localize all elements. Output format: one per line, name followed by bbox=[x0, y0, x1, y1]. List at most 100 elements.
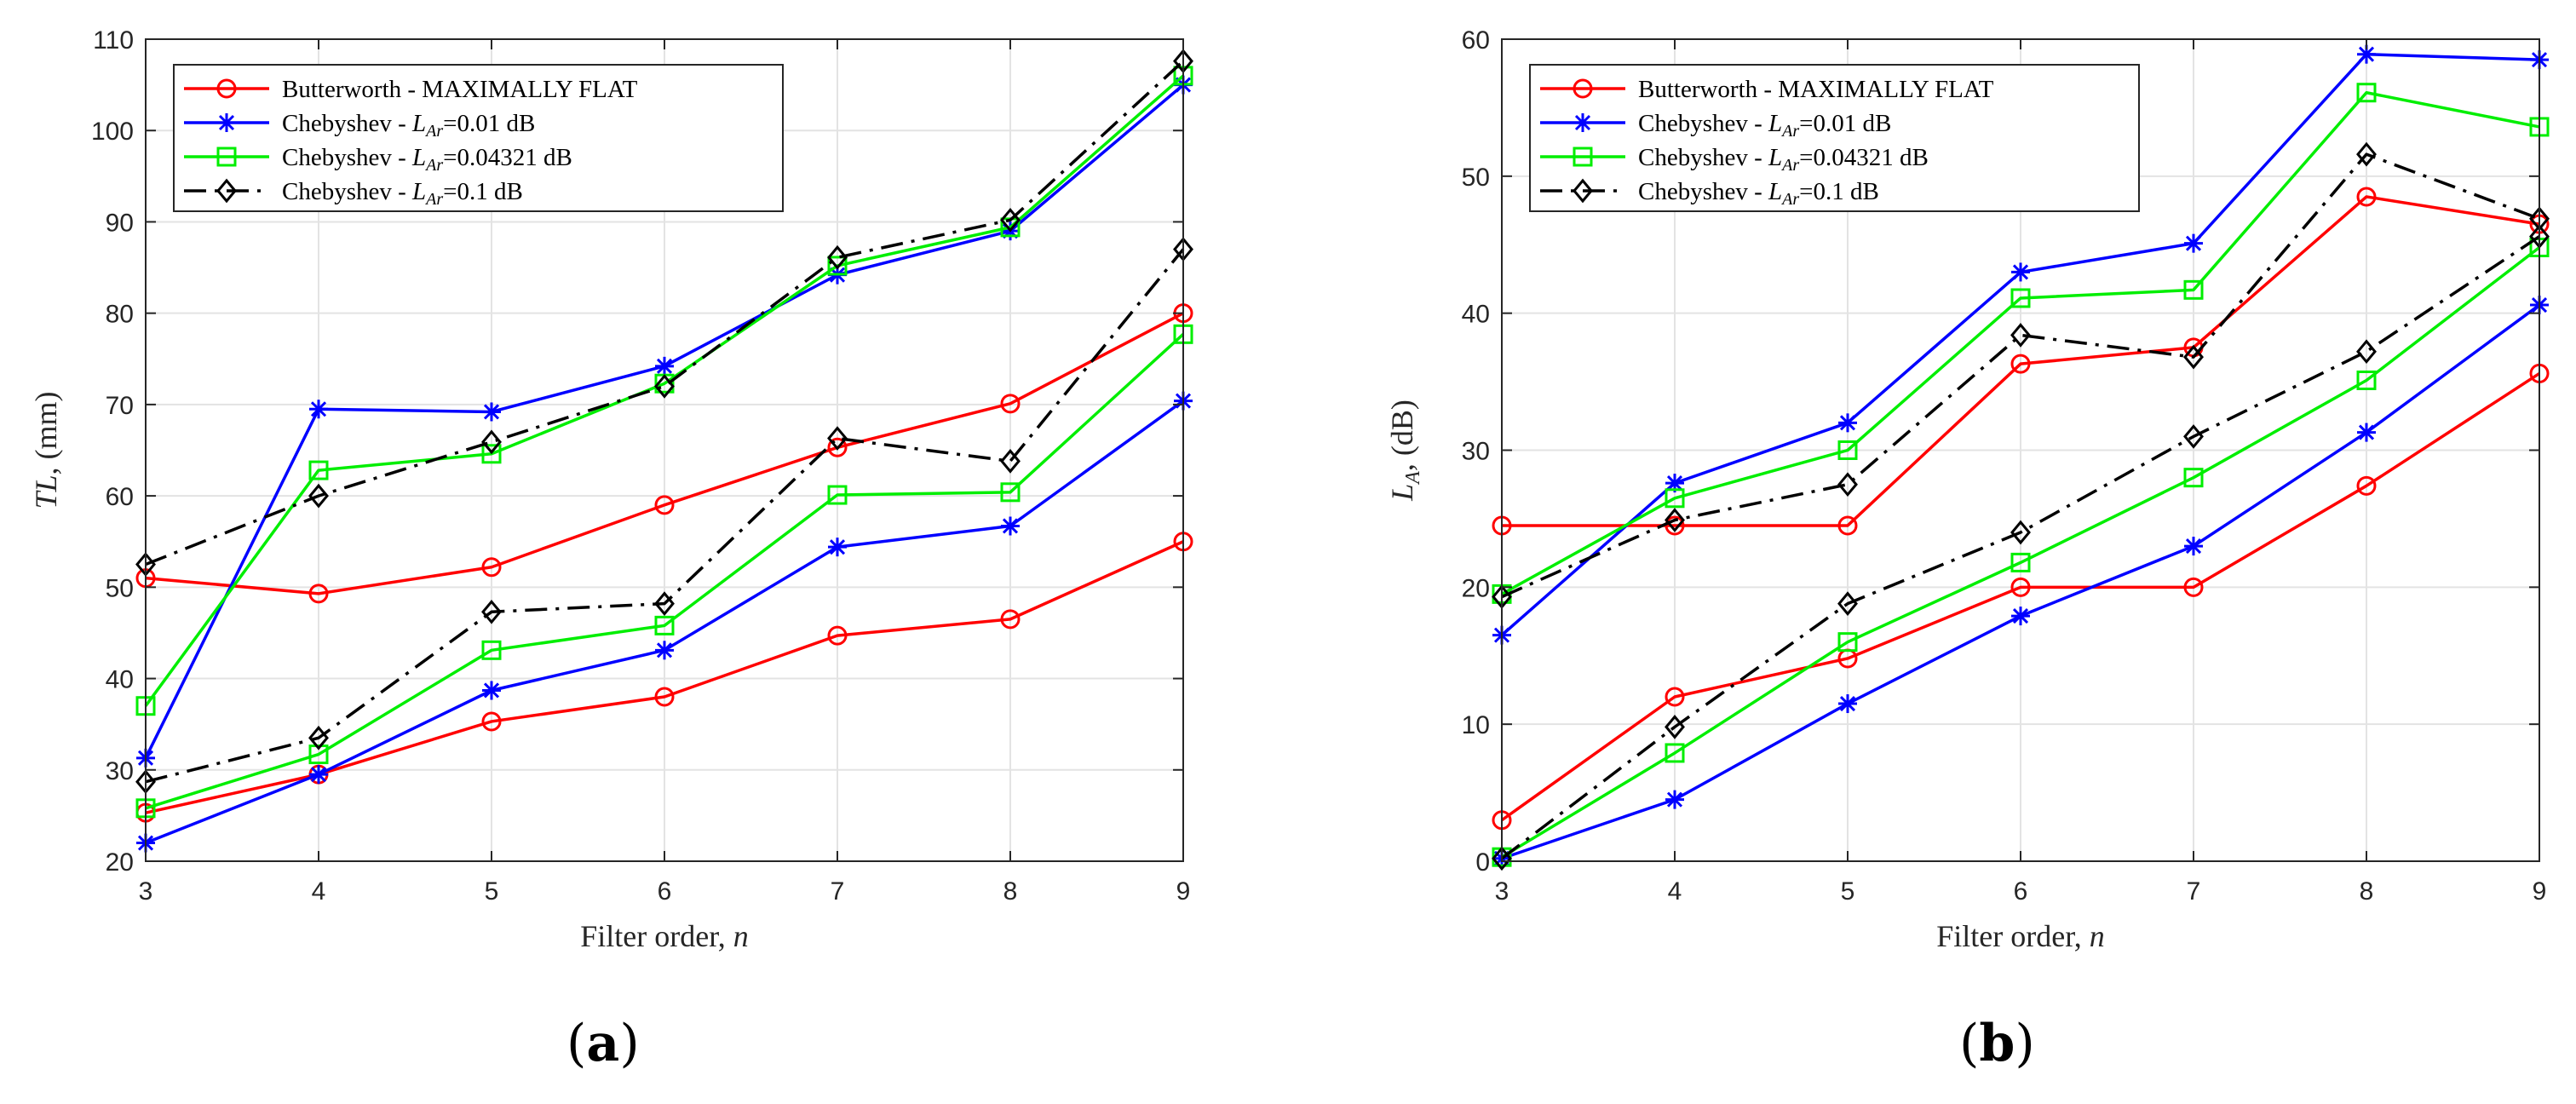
marker-asterisk bbox=[1573, 113, 1592, 132]
y-tick-label: 40 bbox=[1462, 301, 1490, 329]
marker-stroke bbox=[218, 114, 235, 131]
y-tick-label: 90 bbox=[106, 209, 134, 237]
y-tick-label: 60 bbox=[1462, 26, 1490, 55]
marker-diamond bbox=[827, 244, 848, 270]
legend-label-var: L bbox=[1768, 144, 1782, 171]
legend-label: Chebyshev - LAr=0.1 dB bbox=[1638, 178, 1879, 209]
marker-stroke bbox=[1666, 791, 1683, 808]
marker-square bbox=[481, 640, 502, 660]
series-line bbox=[1500, 371, 2540, 822]
marker-square bbox=[1573, 147, 1593, 167]
marker-circle bbox=[654, 495, 675, 515]
y-tick-label: 80 bbox=[106, 301, 134, 329]
marker-stroke bbox=[483, 682, 500, 699]
marker-asterisk bbox=[2011, 607, 2030, 626]
legend-entry-1: Chebyshev - LAr=0.01 dB bbox=[1540, 110, 1891, 141]
legend-label: Chebyshev - LAr=0.1 dB bbox=[282, 178, 523, 209]
legend-label-value: =0.01 dB bbox=[1799, 110, 1891, 137]
x-tick-label: 3 bbox=[1495, 877, 1509, 906]
legend: Butterworth - MAXIMALLY FLAT Chebyshev - … bbox=[173, 64, 784, 212]
marker-stroke bbox=[1839, 415, 1856, 431]
y-tick-label: 70 bbox=[106, 392, 134, 420]
x-tick-label: 6 bbox=[2014, 877, 2028, 906]
marker-square bbox=[2356, 83, 2377, 103]
x-tick-label: 8 bbox=[1003, 877, 1018, 906]
marker-diamond bbox=[1837, 472, 1858, 497]
x-axis-label: Filter order, n bbox=[1936, 919, 2105, 953]
x-tick-label: 3 bbox=[139, 877, 153, 906]
marker-asterisk bbox=[828, 538, 847, 557]
marker-stroke bbox=[483, 404, 500, 420]
marker-circle bbox=[1000, 394, 1021, 414]
marker-stroke bbox=[829, 539, 846, 555]
legend-label-text: Chebyshev - bbox=[282, 110, 412, 137]
legend-entry-2: Chebyshev - LAr=0.04321 dB bbox=[184, 144, 572, 175]
legend-entry-3: Chebyshev - LAr=0.1 dB bbox=[184, 178, 523, 209]
legend-label-text: Chebyshev - bbox=[1638, 178, 1768, 205]
x-tick-label: 8 bbox=[2360, 877, 2374, 906]
x-tick-label: 9 bbox=[2533, 877, 2547, 906]
legend-label: Chebyshev - LAr=0.04321 dB bbox=[282, 144, 572, 175]
series-line bbox=[1502, 195, 2540, 527]
marker-square bbox=[1000, 482, 1021, 503]
legend-entry-3: Chebyshev - LAr=0.1 dB bbox=[1540, 178, 1879, 209]
marker-stroke bbox=[310, 767, 327, 783]
x-axis-label: Filter order, n bbox=[580, 919, 749, 953]
y-axis-label: TL, (mm) bbox=[29, 391, 63, 509]
marker-asterisk bbox=[2184, 233, 2203, 253]
marker-square bbox=[2183, 468, 2204, 488]
marker-stroke bbox=[2185, 538, 2202, 555]
marker-stroke bbox=[1666, 475, 1683, 492]
series-line bbox=[144, 74, 1185, 707]
marker-square bbox=[308, 745, 329, 765]
x-axis-label-var: n bbox=[733, 919, 749, 953]
marker-stroke bbox=[2358, 46, 2375, 62]
legend-label-value: =0.1 dB bbox=[1799, 178, 1879, 205]
marker-diamond bbox=[1573, 178, 1593, 204]
marker-diamond bbox=[308, 725, 329, 750]
legend-label-value: =0.04321 dB bbox=[443, 144, 572, 171]
x-tick-label: 5 bbox=[485, 877, 499, 906]
marker-square bbox=[827, 256, 848, 276]
marker-square bbox=[2010, 288, 2031, 308]
marker-diamond bbox=[654, 374, 675, 399]
marker-stroke bbox=[656, 642, 673, 658]
legend-label: Butterworth - MAXIMALLY FLAT bbox=[1638, 76, 1994, 103]
y-tick-label: 20 bbox=[1462, 574, 1490, 602]
legend-label: Chebyshev - LAr=0.04321 dB bbox=[1638, 144, 1929, 175]
y-tick-label: 20 bbox=[106, 848, 134, 877]
marker-square bbox=[827, 485, 848, 505]
marker-asterisk bbox=[655, 356, 674, 376]
legend-label-sub: Ar bbox=[424, 190, 443, 209]
marker-asterisk bbox=[217, 113, 236, 132]
marker-diamond bbox=[308, 483, 329, 509]
legend: Butterworth - MAXIMALLY FLAT Chebyshev - … bbox=[1529, 64, 2140, 212]
y-tick-label: 110 bbox=[93, 26, 134, 55]
legend-label-sub: Ar bbox=[1780, 122, 1799, 141]
series-line bbox=[145, 312, 1184, 595]
legend-entry-0: Butterworth - MAXIMALLY FLAT bbox=[1540, 76, 1994, 103]
marker-asterisk bbox=[2184, 537, 2203, 556]
x-tick-label: 7 bbox=[831, 877, 845, 906]
marker-diamond bbox=[654, 591, 675, 616]
marker-square bbox=[2010, 552, 2031, 572]
marker-circle bbox=[827, 625, 848, 646]
legend-label-sub: Ar bbox=[424, 156, 443, 175]
marker-circle bbox=[2356, 187, 2377, 207]
legend-label-sub: Ar bbox=[424, 122, 443, 141]
marker-asterisk bbox=[1001, 516, 1020, 536]
x-axis-label-text: Filter order, bbox=[1936, 919, 2090, 953]
legend-label-var: L bbox=[411, 178, 426, 205]
marker-diamond bbox=[2183, 344, 2204, 370]
marker-diamond bbox=[2356, 141, 2377, 167]
y-tick-label: 0 bbox=[1475, 848, 1490, 877]
y-axis-label-text: , (mm) bbox=[29, 391, 63, 474]
y-axis-label-sub: A bbox=[1402, 471, 1424, 486]
marker-circle bbox=[2356, 475, 2377, 496]
x-axis-label-text: Filter order, bbox=[580, 919, 733, 953]
marker-circle bbox=[827, 437, 848, 457]
marker-square bbox=[2183, 279, 2204, 300]
legend-label-var: L bbox=[1768, 110, 1782, 137]
series-3 bbox=[1492, 141, 2550, 871]
